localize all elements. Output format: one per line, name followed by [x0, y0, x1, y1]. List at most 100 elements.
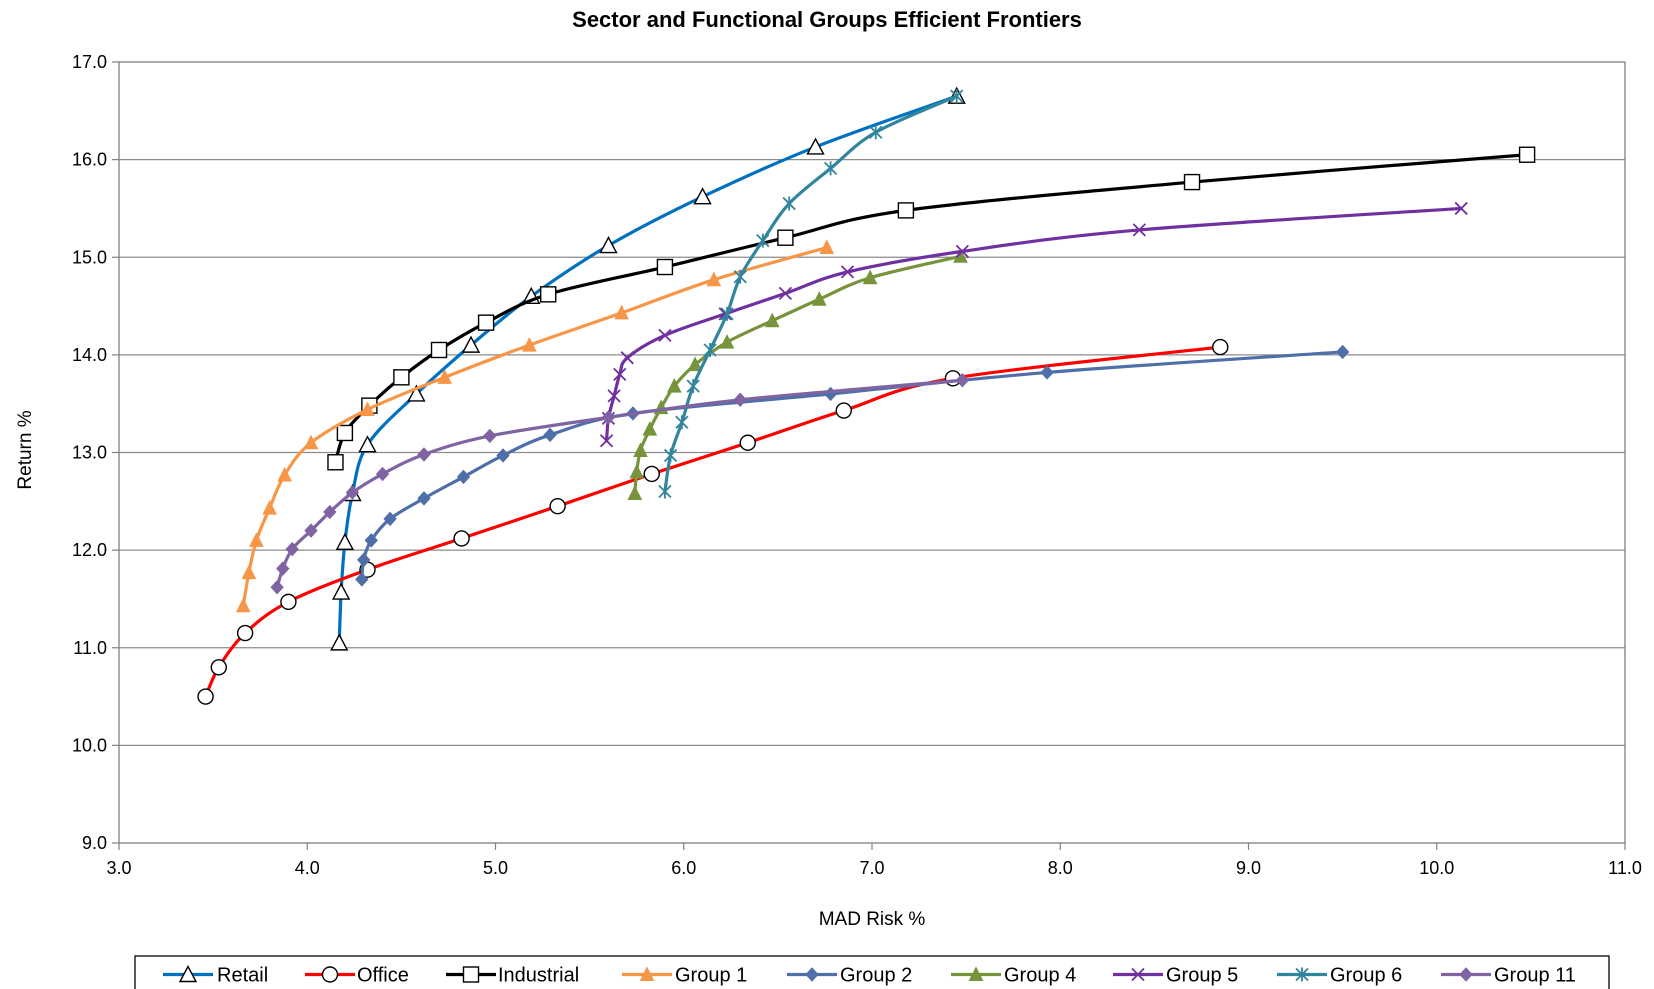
data-point [764, 312, 780, 328]
legend-item-industrial: Industrial [446, 965, 579, 987]
legend-label: Industrial [498, 965, 579, 987]
legend-label: Group 11 [1494, 965, 1576, 987]
legend-label: Group 4 [1004, 965, 1076, 987]
data-point [719, 334, 735, 349]
series-line [333, 153, 1529, 464]
axis-ticks: 9.0 10.0 11.0 12.0 13.0 14.0 15.0 16.0 17.0 3.0 4.… [72, 52, 1642, 878]
legend-marker [1459, 967, 1473, 982]
y-tick-label: 14.0 [72, 345, 107, 365]
x-tick-label: 4.0 [295, 858, 320, 878]
chart-title: Sector and Functional Groups Efficient F… [572, 7, 1082, 32]
data-point [323, 504, 337, 520]
y-tick-label: 11.0 [73, 638, 107, 658]
data-point [330, 633, 349, 651]
data-point [304, 523, 318, 538]
legend-box [134, 955, 1610, 989]
x-tick-label: 7.0 [859, 858, 884, 878]
series-line [203, 345, 1222, 699]
legend-marker [178, 965, 198, 983]
data-point [285, 541, 299, 557]
data-point [210, 659, 227, 676]
legend-marker [1131, 967, 1145, 982]
data-point [453, 530, 470, 547]
data-point [667, 377, 682, 393]
data-point [303, 434, 319, 450]
data-point [1212, 338, 1229, 356]
data-point [633, 442, 648, 458]
data-point [869, 125, 883, 140]
series-group-4 [627, 248, 968, 501]
data-point [642, 420, 658, 436]
data-point [236, 624, 254, 642]
data-point [430, 341, 448, 359]
data-point [540, 286, 557, 303]
data-point [782, 196, 796, 211]
data-point [393, 369, 410, 386]
data-point [955, 244, 969, 259]
legend-label: Group 5 [1166, 965, 1238, 987]
data-point [270, 579, 284, 595]
legend-label: Retail [217, 965, 268, 987]
series-group-11 [270, 373, 970, 595]
y-tick-label: 9.0 [82, 833, 107, 853]
legend-item-group-4: Group 4 [951, 965, 1076, 987]
x-tick-label: 3.0 [106, 858, 131, 878]
x-tick-label: 9.0 [1236, 858, 1261, 878]
data-point [364, 533, 378, 548]
data-point [543, 427, 557, 443]
data-point [249, 532, 264, 547]
data-point [862, 269, 878, 285]
data-point [693, 187, 712, 205]
legend-marker [321, 966, 339, 983]
data-point [331, 582, 351, 600]
data-point [806, 137, 825, 155]
series-lines [197, 86, 1536, 705]
legend-marker [968, 966, 984, 981]
x-tick-label: 6.0 [671, 858, 696, 878]
data-point [835, 402, 852, 419]
legend-label: Group 1 [675, 965, 747, 987]
data-point [599, 236, 618, 254]
series-retail [330, 86, 966, 651]
data-point [280, 593, 297, 611]
data-point [811, 291, 827, 306]
data-point [417, 491, 431, 506]
data-point [483, 428, 497, 444]
data-point [383, 511, 397, 527]
data-point [687, 356, 703, 372]
data-point [777, 229, 794, 246]
data-point [733, 392, 747, 408]
data-point [335, 532, 355, 551]
y-axis-title: Return % [15, 410, 36, 489]
y-tick-label: 12.0 [72, 540, 107, 560]
legend: Retail Office Industrial Group 1 Group 2 Grou… [134, 955, 1610, 989]
data-point [456, 469, 471, 485]
data-point [706, 271, 722, 287]
data-point [840, 265, 855, 279]
data-point [1518, 146, 1536, 163]
data-point [627, 485, 643, 501]
legend-marker [639, 966, 655, 981]
y-tick-label: 17.0 [72, 52, 107, 72]
legend-marker [462, 966, 480, 983]
data-point [614, 304, 629, 320]
data-point [950, 89, 964, 104]
data-point [607, 389, 621, 403]
y-tick-label: 16.0 [72, 150, 107, 170]
x-tick-label: 11.0 [1608, 858, 1642, 878]
data-point [345, 485, 360, 500]
series-group-1 [235, 239, 835, 613]
data-point [549, 497, 566, 515]
series-line [337, 94, 959, 645]
data-point [1454, 201, 1468, 216]
data-point [1335, 344, 1350, 360]
data-point [620, 351, 634, 365]
data-point [823, 161, 838, 176]
x-tick-label: 8.0 [1048, 858, 1073, 878]
legend-item-office: Office [305, 965, 409, 987]
y-tick-label: 15.0 [72, 247, 107, 267]
legend-item-group-11: Group 11 [1441, 965, 1576, 987]
series-line [360, 350, 1345, 582]
series-line [604, 206, 1463, 443]
data-point [327, 454, 344, 471]
